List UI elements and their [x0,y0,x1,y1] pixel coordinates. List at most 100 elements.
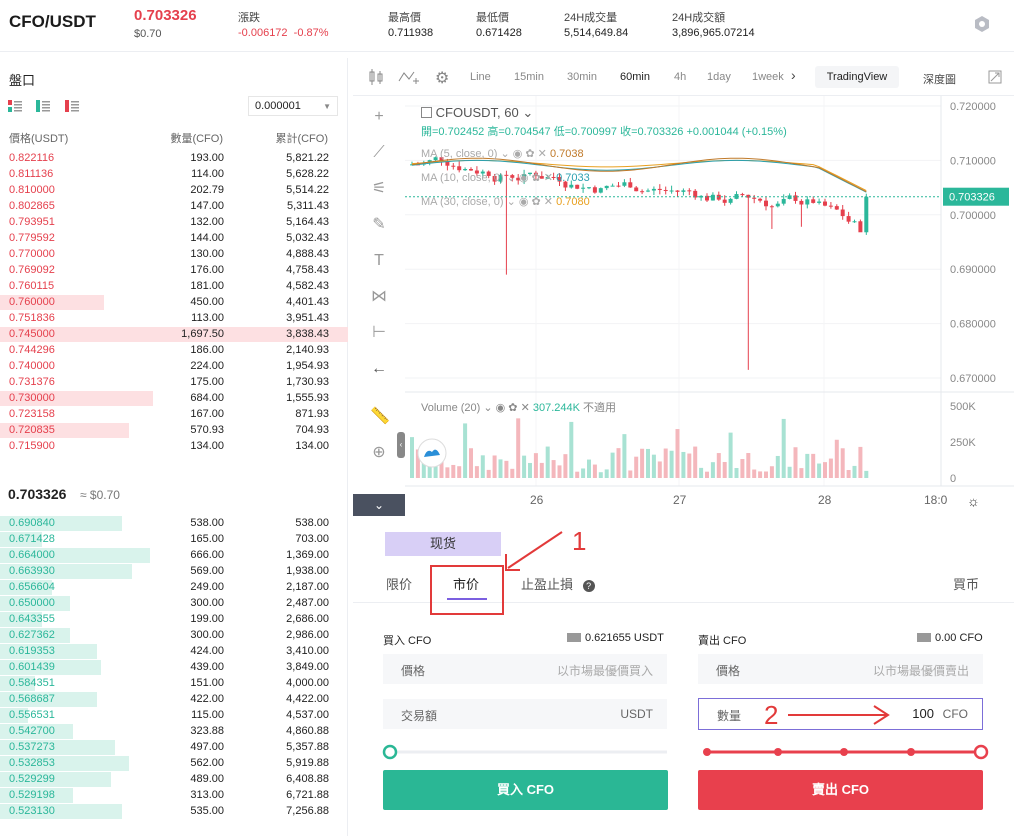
bid-row[interactable]: 0.690840 538.00 538.00 [0,516,348,532]
tradingview-logo-icon[interactable] [417,438,447,468]
spot-tab[interactable]: 现货 [385,532,501,556]
tradingview-button[interactable]: TradingView [815,66,899,88]
volume-bar [752,469,757,478]
ask-row[interactable]: 0.822116 193.00 5,821.22 [0,151,348,167]
tab-limit[interactable]: 限价 [386,577,413,592]
ask-price: 0.779592 [9,232,55,244]
ask-row[interactable]: 0.745000 1,697.50 3,838.43 [0,327,348,343]
bid-row[interactable]: 0.663930 569.00 1,938.00 [0,564,348,580]
ask-row[interactable]: 0.770000 130.00 4,888.43 [0,247,348,263]
collapse-legend-icon[interactable] [421,107,432,118]
bid-cumulative: 2,986.00 [286,629,329,641]
bid-row[interactable]: 0.529299 489.00 6,408.88 [0,772,348,788]
interval-line[interactable]: Line [470,71,491,83]
gear-icon[interactable]: ⚙ [435,70,450,87]
ask-row[interactable]: 0.802865 147.00 5,311.43 [0,199,348,215]
sell-price-input[interactable]: 價格 以市場最優價賣出 [698,654,983,684]
sell-quantity-slider[interactable] [699,744,991,760]
side-collapse-handle[interactable]: ‹ [397,432,405,458]
chevron-right-icon[interactable]: › [791,67,796,83]
volume-bar [622,434,627,478]
volume-bar [805,453,810,478]
bid-price: 0.601439 [9,661,55,673]
candle-body [439,157,444,162]
hexagon-settings-icon[interactable] [973,15,991,33]
symbol-label: CFOUSDT, 60 [435,105,519,120]
chart-settings-icon[interactable]: ☼ [967,493,980,509]
bid-row[interactable]: 0.532853 562.00 5,919.88 [0,756,348,772]
ask-row[interactable]: 0.779592 144.00 5,032.43 [0,231,348,247]
bid-row[interactable]: 0.568687 422.00 4,422.00 [0,692,348,708]
bid-price: 0.584351 [9,677,55,689]
bid-row[interactable]: 0.627362 300.00 2,986.00 [0,628,348,644]
bids-view-icon[interactable] [36,100,51,112]
ask-row[interactable]: 0.731376 175.00 1,730.93 [0,375,348,391]
trend-line-icon[interactable]: ⟋ [373,144,385,161]
zoom-in-icon[interactable]: ⊕ [372,444,386,461]
bid-row[interactable]: 0.671428 165.00 703.00 [0,532,348,548]
ask-row[interactable]: 0.744296 186.00 2,140.93 [0,343,348,359]
precision-select[interactable]: 0.000001 ▼ [248,96,338,116]
bid-row[interactable]: 0.556531 115.00 4,537.00 [0,708,348,724]
bid-row[interactable]: 0.529198 313.00 6,721.88 [0,788,348,804]
ask-row[interactable]: 0.810000 202.79 5,514.22 [0,183,348,199]
interval-4h[interactable]: 4h [674,71,687,83]
help-icon[interactable]: ? [582,580,595,592]
ask-row[interactable]: 0.793951 132.00 5,164.43 [0,215,348,231]
buy-amount-input[interactable]: 交易額 USDT [383,699,667,729]
interval-60min[interactable]: 60min [620,71,650,83]
buy-amount-slider[interactable] [381,744,671,760]
bid-row[interactable]: 0.601439 439.00 3,849.00 [0,660,348,676]
interval-15min[interactable]: 15min [514,71,544,83]
buy-price-input[interactable]: 價格 以市場最優價買入 [383,654,667,684]
candle-type-icon[interactable] [368,68,384,86]
sell-price-placeholder: 以市場最優價賣出 [872,664,969,678]
text-tool-icon[interactable]: T [374,252,384,269]
pair-name[interactable]: CFO/USDT [9,12,96,31]
brush-icon[interactable]: ✎ [372,216,386,233]
sell-button[interactable]: 賣出 CFO [698,770,983,810]
ask-row[interactable]: 0.760115 181.00 4,582.43 [0,279,348,295]
buy-button[interactable]: 買入 CFO [383,770,668,810]
collapse-toolbar-button[interactable]: ⌄ [353,494,405,516]
back-arrow-icon[interactable]: ← [371,360,387,377]
bid-row[interactable]: 0.537273 497.00 5,357.88 [0,740,348,756]
tab-market[interactable]: 市价 [453,577,480,592]
both-sides-view-icon[interactable] [8,100,22,112]
interval-1week[interactable]: 1week [752,71,784,83]
indicator-icon[interactable] [398,69,420,85]
asks-view-icon[interactable] [64,100,79,112]
measure-icon[interactable]: ⊢ [372,324,386,341]
fib-tool-icon[interactable]: ⚟ [371,180,387,197]
bid-row[interactable]: 0.523130 535.00 7,256.88 [0,804,348,820]
bid-row[interactable]: 0.650000 300.00 2,487.00 [0,596,348,612]
volume-legend: Volume (20) ⌄ ◉ ✿ ✕ 307.244K 不適用 [421,402,617,414]
ask-row[interactable]: 0.751836 113.00 3,951.43 [0,311,348,327]
candlestick-chart[interactable]: 0.720000 0.710000 0.700000 0.690000 0.680000… [405,96,1014,516]
order-book-view-toggles [8,99,89,113]
ask-row[interactable]: 0.769092 176.00 4,758.43 [0,263,348,279]
bid-row[interactable]: 0.584351 151.00 4,000.00 [0,676,348,692]
interval-30min[interactable]: 30min [567,71,597,83]
bid-row[interactable]: 0.542700 323.88 4,860.88 [0,724,348,740]
bid-row[interactable]: 0.664000 666.00 1,369.00 [0,548,348,564]
ask-row[interactable]: 0.740000 224.00 1,954.93 [0,359,348,375]
buy-coin-link[interactable]: 買币 [953,577,980,592]
volume-bar [828,458,833,478]
interval-1day[interactable]: 1day [707,71,731,83]
ask-row[interactable]: 0.811136 114.00 5,628.22 [0,167,348,183]
ask-row[interactable]: 0.723158 167.00 871.93 [0,407,348,423]
pattern-icon[interactable]: ⋈ [371,288,387,305]
ask-row[interactable]: 0.730000 684.00 1,555.93 [0,391,348,407]
tab-stop[interactable]: 止盈止損 ? [521,574,595,593]
depth-chart-button[interactable]: 深度圖 [923,74,956,86]
crosshair-icon[interactable]: + [374,108,384,125]
ask-row[interactable]: 0.720835 570.93 704.93 [0,423,348,439]
bid-row[interactable]: 0.643355 199.00 2,686.00 [0,612,348,628]
fullscreen-icon[interactable] [988,70,1002,84]
ask-row[interactable]: 0.715900 134.00 134.00 [0,439,348,455]
bid-row[interactable]: 0.656604 249.00 2,187.00 [0,580,348,596]
ask-row[interactable]: 0.760000 450.00 4,401.43 [0,295,348,311]
bid-row[interactable]: 0.619353 424.00 3,410.00 [0,644,348,660]
ruler-icon[interactable]: 📏 [370,408,390,425]
